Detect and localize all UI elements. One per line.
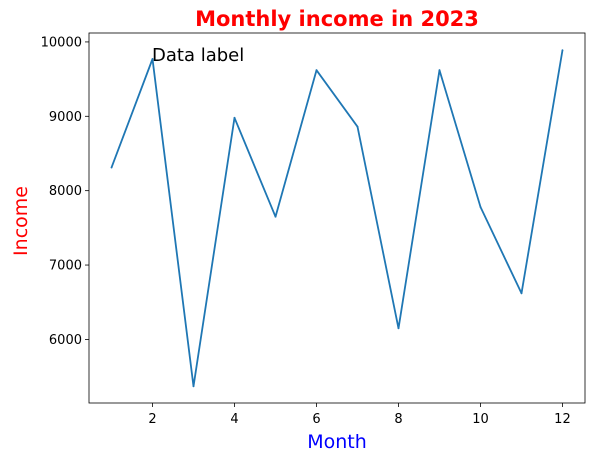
y-tick-label: 8000 — [49, 184, 82, 199]
data-point — [274, 215, 277, 218]
y-tick-label: 6000 — [49, 333, 82, 348]
x-tick-label: 2 — [148, 412, 156, 427]
data-point — [397, 327, 400, 330]
y-axis-label: Income — [10, 186, 32, 256]
data-point — [233, 116, 236, 119]
x-axis-label: Month — [307, 431, 367, 453]
x-tick-label: 8 — [394, 412, 402, 427]
x-tick-label: 6 — [312, 412, 320, 427]
data-point — [561, 49, 564, 52]
x-tick-label: 10 — [472, 412, 489, 427]
annotation-label: Data label — [152, 45, 244, 66]
chart-title: Monthly income in 2023 — [195, 7, 479, 31]
data-point — [479, 206, 482, 208]
data-point — [315, 69, 318, 72]
x-tick-label: 4 — [230, 412, 238, 427]
data-points — [110, 49, 564, 388]
y-axis-ticks: 6000 7000 8000 9000 10000 — [41, 35, 89, 348]
data-point — [192, 385, 195, 388]
data-point — [356, 125, 359, 128]
series-line — [110, 49, 564, 388]
x-axis-ticks: 2 4 6 8 10 12 — [148, 403, 571, 427]
y-tick-label: 9000 — [49, 110, 82, 125]
x-tick-label: 12 — [554, 412, 571, 427]
plot-area — [88, 32, 586, 404]
data-point — [520, 292, 523, 295]
data-point — [151, 58, 154, 60]
data-point — [110, 166, 113, 169]
y-tick-label: 10000 — [41, 35, 82, 50]
data-point — [438, 69, 441, 72]
y-tick-label: 7000 — [49, 259, 82, 274]
